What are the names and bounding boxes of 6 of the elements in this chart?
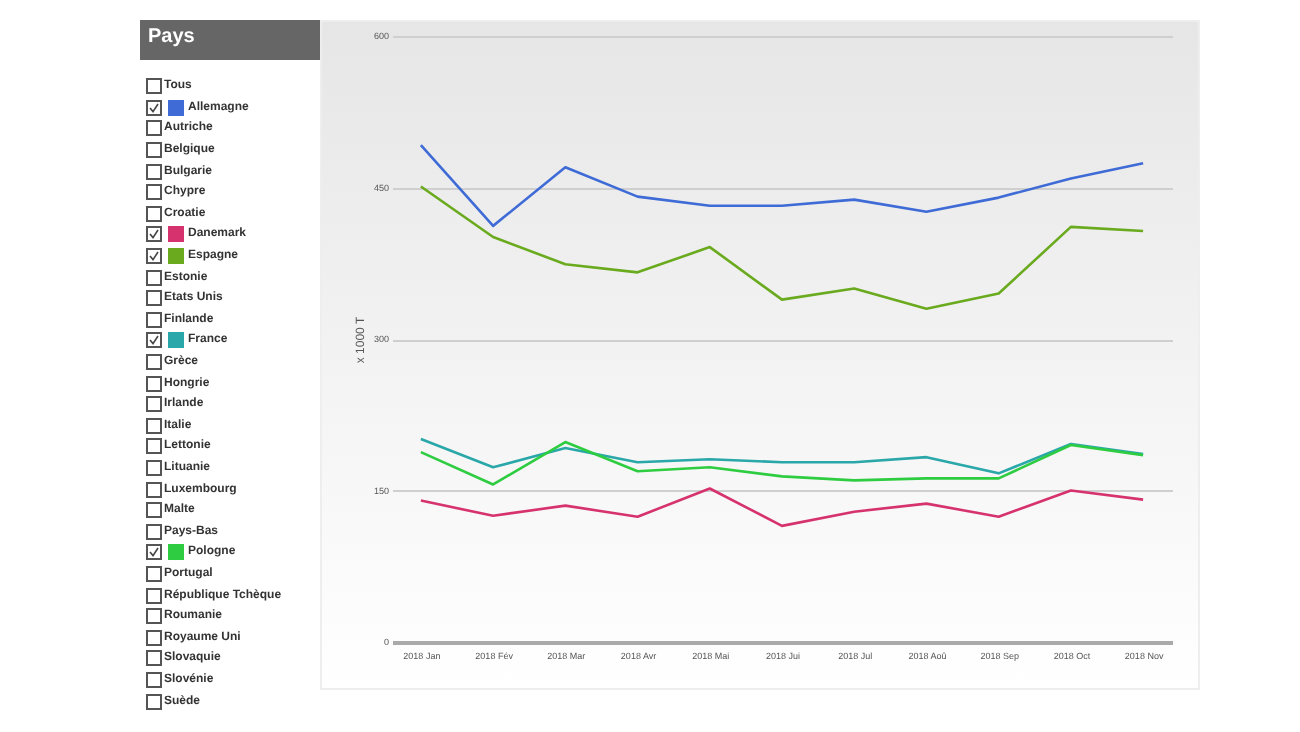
line-series [419, 185, 1145, 310]
line-series [419, 437, 1145, 475]
line-series [419, 487, 1145, 528]
legend-title: Pays [140, 20, 320, 60]
line-series [419, 143, 1145, 228]
line-series [419, 440, 1145, 486]
